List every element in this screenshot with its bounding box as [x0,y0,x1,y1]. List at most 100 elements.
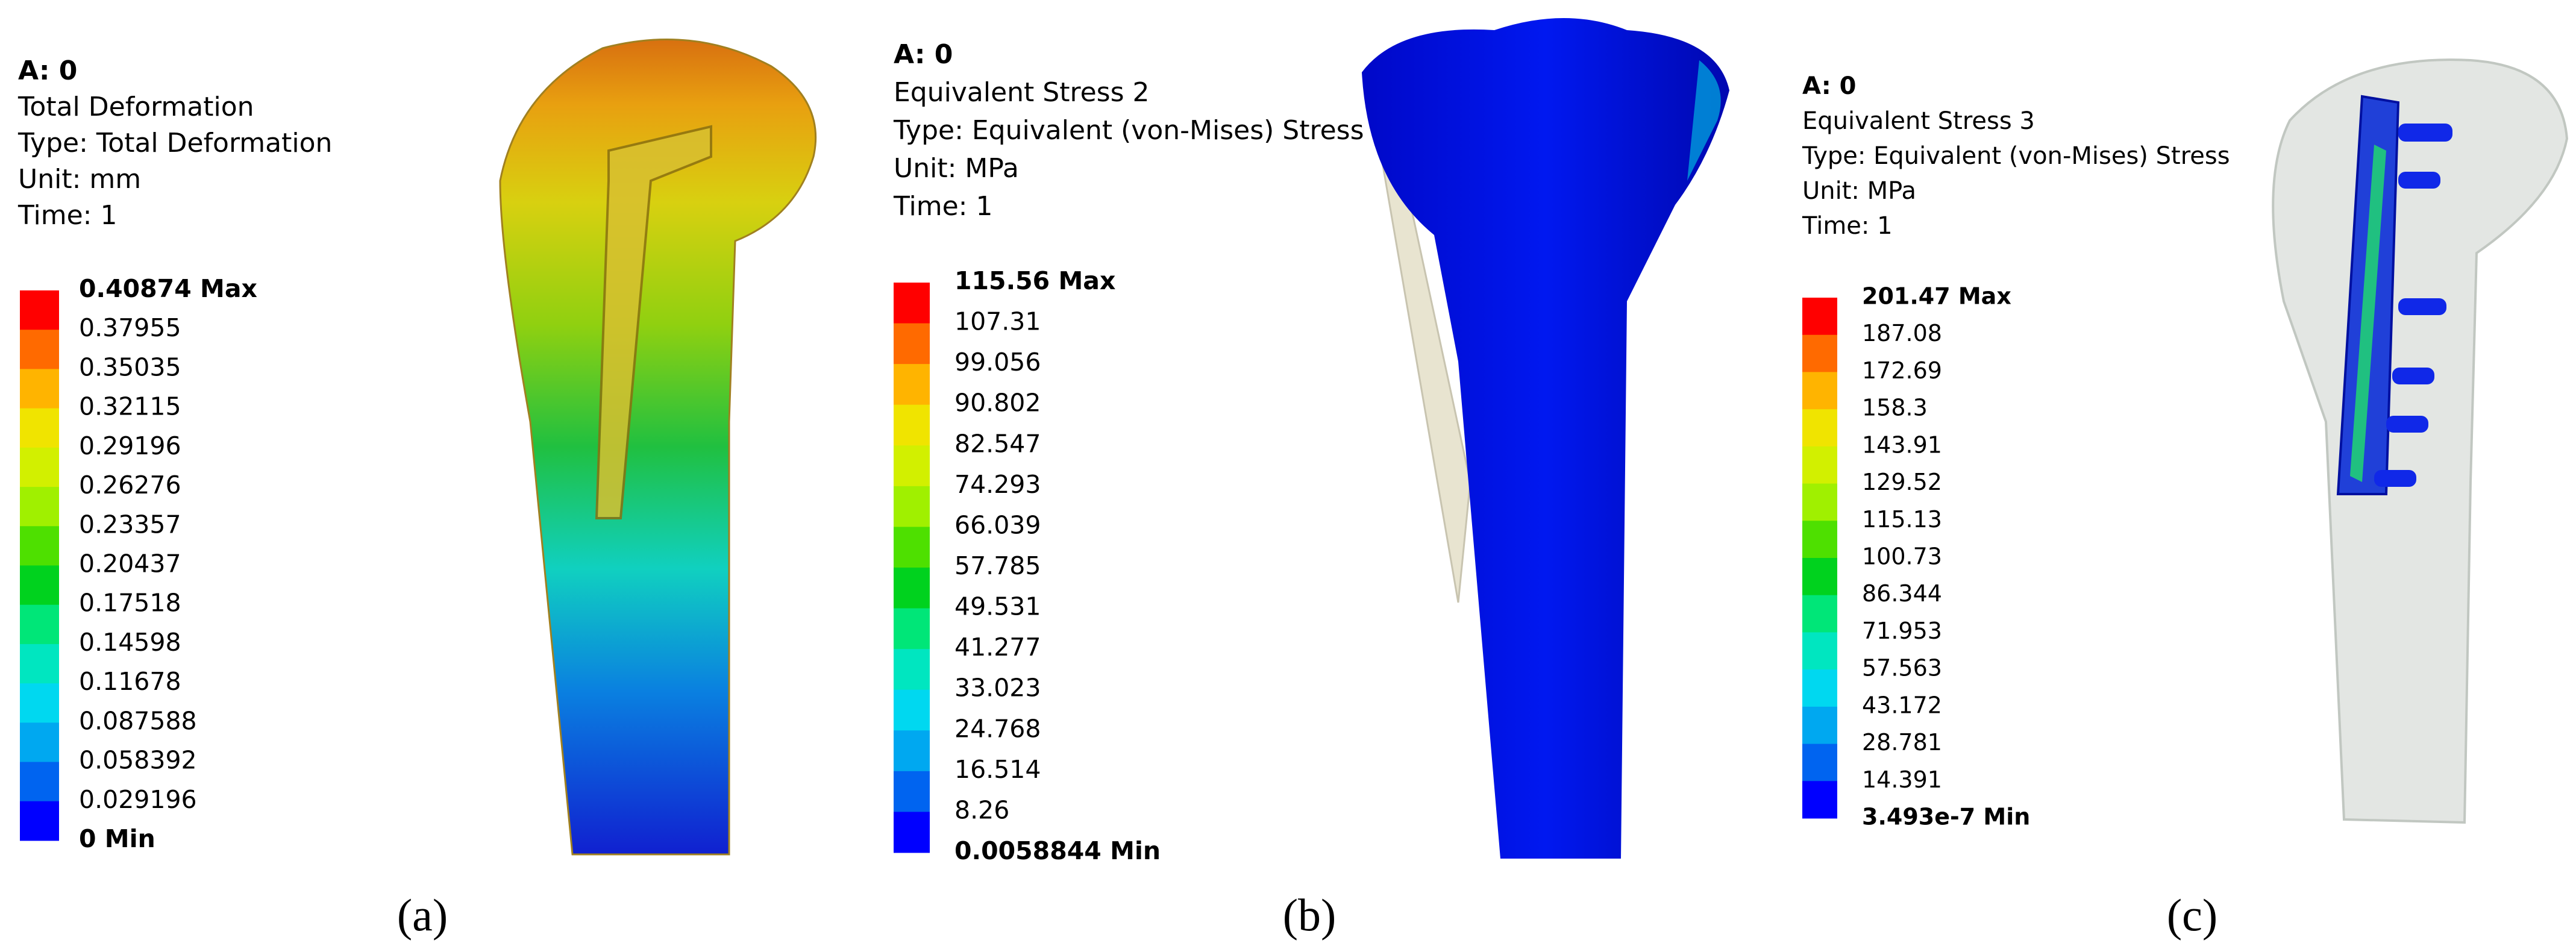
legend-label: 129.52 [1862,469,1942,495]
caption: (b) [1283,890,1337,941]
color-band [20,683,59,723]
legend-label: 0.37955 [79,313,181,342]
color-band [20,369,59,409]
legend-label: 43.172 [1862,692,1942,718]
color-band [20,565,59,606]
color-band [1802,521,1837,559]
legend-label: 0.0058844 Min [954,836,1161,865]
legend-label: 0.14598 [79,628,181,657]
legend-label: 41.277 [954,633,1041,662]
legend-label: 158.3 [1862,395,1928,421]
legend-label: 57.563 [1862,655,1942,681]
color-band [894,486,930,527]
color-band [1802,409,1837,447]
color-band [894,568,930,609]
color-band [20,330,59,369]
legend-label: 66.039 [954,510,1041,539]
color-band [20,722,59,763]
legend-header: A: 0 [894,39,953,70]
legend-label: 3.493e-7 Min [1862,804,2030,830]
color-band [20,644,59,684]
legend-label: 100.73 [1862,543,1942,570]
caption: (a) [397,890,448,941]
color-band [1802,669,1837,707]
legend-label: 82.547 [954,429,1041,458]
color-band [20,290,59,330]
legend-label: 49.531 [954,592,1041,621]
legend-label: 0.32115 [79,392,181,421]
legend-label: 0.26276 [79,471,181,499]
color-band [1802,595,1837,633]
legend-header: Unit: MPa [1802,177,1916,205]
color-band [20,487,59,527]
color-band [1802,372,1837,410]
color-band [894,527,930,568]
legend-header: Equivalent Stress 3 [1802,107,2035,135]
color-band [894,323,930,365]
legend-label: 115.13 [1862,506,1942,533]
model-b [1362,18,1729,859]
legend-header: Time: 1 [893,191,992,222]
model-a [499,39,817,856]
legend-header: Time: 1 [1802,212,1893,240]
color-band [1802,446,1837,484]
color-band [1802,483,1837,521]
caption: (c) [2167,890,2217,941]
color-band [894,283,930,324]
legend-header: A: 0 [18,55,77,86]
legend-header: Type: Equivalent (von-Mises) Stress [893,115,1364,146]
legend-label: 0.029196 [79,785,197,814]
legend-label: 0.23357 [79,510,181,539]
color-band [894,649,930,691]
color-band [1802,744,1837,781]
legend-label: 57.785 [954,551,1041,580]
color-band [894,404,930,446]
legend-header: Time: 1 [17,200,117,231]
legend-label: 0.35035 [79,352,181,381]
legend-header: Unit: MPa [894,153,1019,184]
legend-label: 74.293 [954,470,1041,499]
legend-label: 33.023 [954,674,1041,703]
color-band [894,812,930,853]
color-band [20,604,59,645]
model-c [2272,58,2569,824]
legend-label: 86.344 [1862,580,1942,607]
legend-header: Equivalent Stress 2 [894,77,1149,108]
legend-label: 90.802 [954,389,1041,418]
legend-label: 99.056 [954,348,1041,377]
color-band [894,445,930,487]
color-band [1802,706,1837,745]
color-band [894,364,930,406]
legend-label: 16.514 [954,755,1041,784]
color-band [20,447,59,487]
legend-header: Unit: mm [18,164,141,195]
color-band [20,408,59,448]
color-band [1802,558,1837,596]
color-band [20,762,59,802]
legend-label: 0.087588 [79,706,197,735]
legend-label: 8.26 [954,795,1009,824]
legend-label: 172.69 [1862,357,1942,384]
legend-label: 115.56 Max [954,266,1115,295]
legend-label: 14.391 [1862,766,1942,793]
color-band [20,526,59,566]
legend-label: 201.47 Max [1862,283,2011,310]
color-band [894,608,930,650]
legend-label: 0 Min [79,824,155,853]
color-band [894,730,930,772]
color-band [894,771,930,812]
color-band [1802,298,1837,336]
legend-label: 0.20437 [79,550,181,578]
color-band [1802,632,1837,670]
legend-label: 24.768 [954,714,1041,743]
color-band [20,801,59,841]
legend-label: 107.31 [954,307,1041,336]
legend-label: 0.40874 Max [79,274,257,303]
color-band [1802,334,1837,372]
legend-label: 0.058392 [79,746,197,775]
color-band [894,689,930,731]
legend-label: 0.29196 [79,431,181,460]
legend-label: 0.17518 [79,589,181,618]
